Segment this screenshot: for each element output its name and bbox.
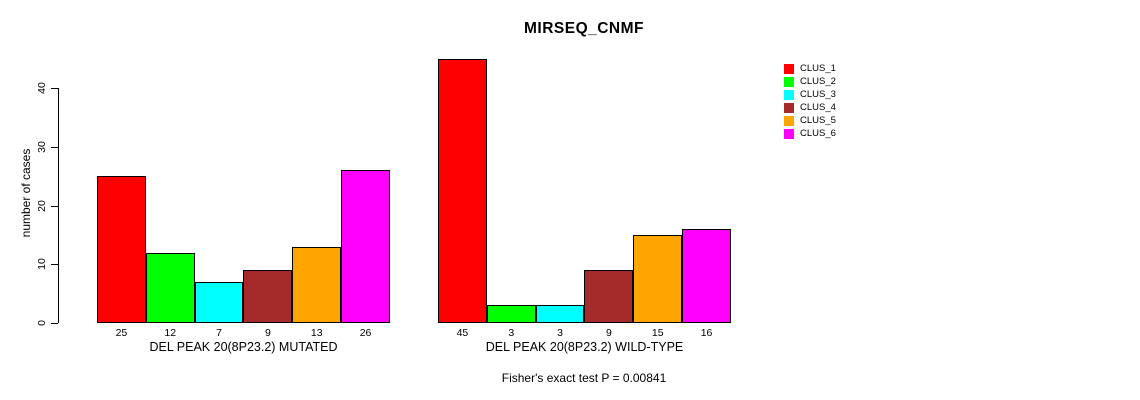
bar-value-label: 16 [700,327,713,339]
legend-item-clus_4: CLUS_4 [784,101,836,114]
legend-label: CLUS_4 [800,102,836,113]
bar-clus_2-panel1 [145,252,195,323]
y-tick-label: 0 [36,320,48,326]
legend-label: CLUS_3 [800,89,836,100]
legend-label: CLUS_5 [800,115,836,126]
bar-clus_2-panel2 [486,305,536,323]
y-axis-label: number of cases [19,148,33,238]
legend-swatch [784,89,794,100]
y-tick-label: 20 [36,199,48,212]
fisher-test-text: Fisher's exact test P = 0.00841 [501,371,667,385]
y-tick-mark [51,205,58,207]
bar-clus_1-panel1 [97,176,146,323]
bar-clus_4-panel2 [584,270,634,323]
y-tick-mark [51,323,58,324]
bar-clus_6-panel1 [341,170,390,323]
chart-title: MIRSEQ_CNMF [523,20,645,37]
legend-item-clus_6: CLUS_6 [784,127,836,140]
y-tick-mark [51,88,58,89]
bar-value-label: 7 [216,327,222,339]
bar-value-label: 45 [456,327,469,339]
legend-swatch [784,115,794,126]
bar-value-label: 15 [651,327,664,339]
bar-clus_3-panel1 [194,281,244,323]
panel-xlabel-2: DEL PEAK 20(8P23.2) WILD-TYPE [485,340,684,354]
bar-clus_6-panel2 [682,229,731,323]
legend-swatch [784,102,794,113]
bar-value-label: 9 [264,327,271,339]
bar-clus_5-panel1 [292,246,342,323]
bar-clus_3-panel2 [535,305,585,323]
bar-clus_5-panel2 [633,234,683,323]
legend-swatch [784,128,794,139]
bar-clus_4-panel1 [243,270,293,323]
legend-label: CLUS_6 [800,128,836,139]
legend-swatch [784,76,794,87]
legend-swatch [784,63,794,74]
y-tick-mark [51,264,58,266]
bar-value-label: 25 [115,327,128,339]
legend-item-clus_2: CLUS_2 [784,75,836,88]
bar-value-label: 3 [508,327,515,339]
bar-value-label: 13 [310,327,323,339]
bar-value-label: 3 [557,327,563,339]
bar-value-label: 26 [359,327,372,339]
legend-item-clus_1: CLUS_1 [784,62,836,75]
y-axis-line [58,88,59,323]
y-tick-label: 30 [36,140,48,153]
y-tick-label: 40 [36,82,48,94]
legend: CLUS_1 CLUS_2 CLUS_3 CLUS_4 CLUS_5 CLUS_6 [784,62,836,140]
legend-item-clus_5: CLUS_5 [784,114,836,127]
bar-value-label: 12 [164,327,177,339]
legend-item-clus_3: CLUS_3 [784,88,836,101]
y-tick-mark [51,146,58,148]
panel-xlabel-1: DEL PEAK 20(8P23.2) MUTATED [149,340,338,354]
bar-value-label: 9 [605,327,612,339]
y-tick-label: 10 [36,258,48,271]
legend-label: CLUS_1 [800,63,836,74]
bar-clus_1-panel2 [438,58,487,323]
legend-label: CLUS_2 [800,76,836,87]
